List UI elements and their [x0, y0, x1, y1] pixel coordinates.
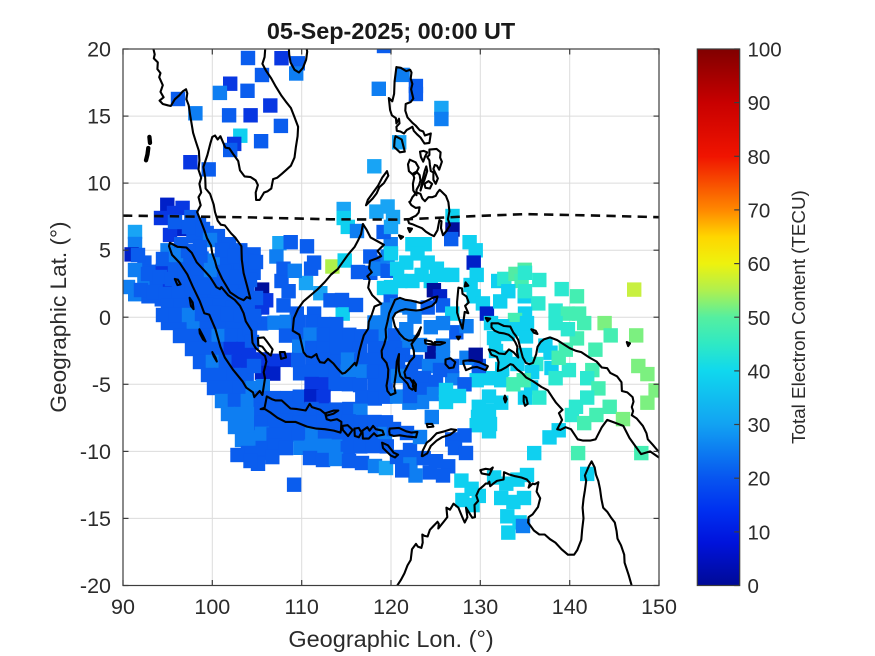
svg-text:-10: -10	[80, 440, 111, 464]
svg-text:60: 60	[748, 253, 771, 276]
svg-text:70: 70	[748, 199, 771, 222]
svg-text:80: 80	[748, 146, 771, 169]
svg-text:40: 40	[748, 360, 771, 383]
svg-text:-5: -5	[92, 373, 111, 397]
svg-text:50: 50	[748, 307, 771, 330]
svg-text:Total Electron Content (TECU): Total Electron Content (TECU)	[788, 190, 809, 444]
svg-text:140: 140	[552, 595, 588, 619]
svg-text:10: 10	[87, 172, 111, 196]
svg-text:30: 30	[748, 414, 771, 437]
svg-text:20: 20	[87, 38, 111, 62]
svg-text:-20: -20	[80, 574, 111, 598]
svg-text:150: 150	[641, 595, 677, 619]
svg-text:15: 15	[87, 105, 111, 129]
svg-text:20: 20	[748, 468, 771, 491]
svg-text:0: 0	[748, 575, 759, 598]
svg-text:Geographic Lon. (°): Geographic Lon. (°)	[288, 626, 493, 652]
svg-text:100: 100	[194, 595, 230, 619]
svg-text:-15: -15	[80, 507, 111, 531]
svg-text:10: 10	[748, 521, 771, 544]
svg-text:0: 0	[99, 306, 111, 330]
svg-text:90: 90	[748, 92, 771, 115]
svg-text:05-Sep-2025; 00:00 UT: 05-Sep-2025; 00:00 UT	[267, 18, 516, 44]
svg-text:110: 110	[285, 595, 319, 619]
svg-text:90: 90	[111, 595, 135, 619]
svg-text:Geographic Lat. (°): Geographic Lat. (°)	[46, 221, 71, 412]
svg-text:5: 5	[99, 239, 111, 263]
svg-text:120: 120	[373, 595, 409, 619]
svg-text:100: 100	[748, 39, 782, 62]
svg-text:130: 130	[462, 595, 498, 619]
